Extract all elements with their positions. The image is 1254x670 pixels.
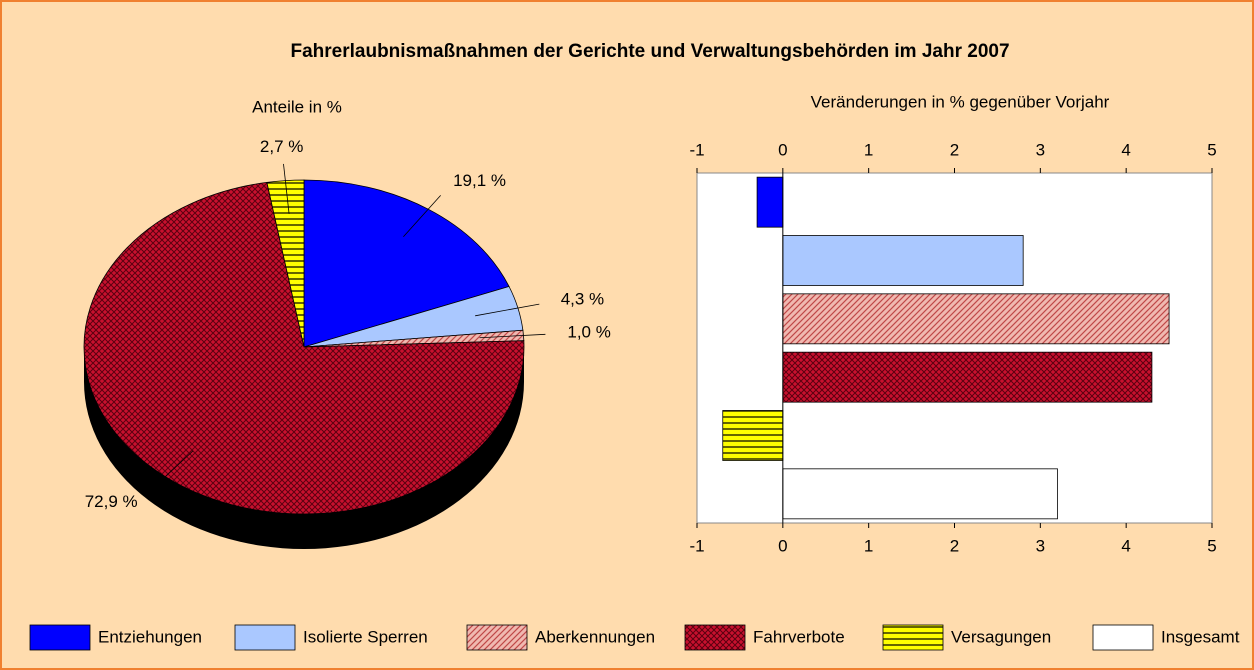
data-label: 19,1 % [453, 171, 506, 190]
x-tick-label: 2 [950, 536, 959, 555]
x-tick-label: -1 [689, 536, 704, 555]
legend-swatch [684, 624, 746, 651]
legend-swatch [1092, 624, 1154, 651]
x-tick-label: 3 [1036, 140, 1045, 159]
x-tick-label: 0 [778, 140, 787, 159]
bar [782, 235, 1024, 286]
legend-label: Isolierte Sperren [303, 627, 428, 646]
leader-line [479, 333, 546, 339]
x-tick-label: 1 [864, 536, 873, 555]
legend-label: Entziehungen [98, 627, 202, 646]
data-label: 1,0 % [567, 323, 610, 342]
x-tick-label: 3 [1036, 536, 1045, 555]
x-tick-label: 5 [1207, 140, 1216, 159]
bar [782, 468, 1058, 520]
legend-label: Insgesamt [1161, 627, 1240, 646]
x-tick-label: 4 [1121, 536, 1130, 555]
bar [756, 176, 784, 228]
bar-subtitle: Veränderungen in % gegenüber Vorjahr [811, 92, 1110, 111]
bar [722, 410, 784, 461]
chart-title: Fahrerlaubnismaßnahmen der Gerichte und … [290, 41, 1009, 62]
data-label: 72,9 % [85, 492, 138, 511]
leader-line [151, 450, 194, 490]
x-tick-label: 0 [778, 536, 787, 555]
legend-label: Fahrverbote [753, 627, 845, 646]
data-label: 4,3 % [561, 290, 604, 309]
legend-swatch [466, 624, 528, 651]
bar [782, 293, 1170, 345]
legend-label: Aberkennungen [535, 627, 655, 646]
legend-swatch [29, 624, 91, 651]
pie-subtitle: Anteile in % [252, 97, 342, 116]
leader-line [283, 163, 290, 214]
bar [782, 351, 1153, 403]
x-tick-label: -1 [689, 140, 704, 159]
x-tick-label: 4 [1121, 140, 1130, 159]
legend-swatch [234, 624, 296, 651]
x-tick-label: 2 [950, 140, 959, 159]
x-tick-label: 1 [864, 140, 873, 159]
x-tick-label: 5 [1207, 536, 1216, 555]
leader-line [403, 195, 441, 238]
legend-label: Versagungen [951, 627, 1051, 646]
data-label: 2,7 % [260, 137, 303, 156]
leader-line [475, 303, 540, 317]
legend-swatch [882, 624, 944, 651]
